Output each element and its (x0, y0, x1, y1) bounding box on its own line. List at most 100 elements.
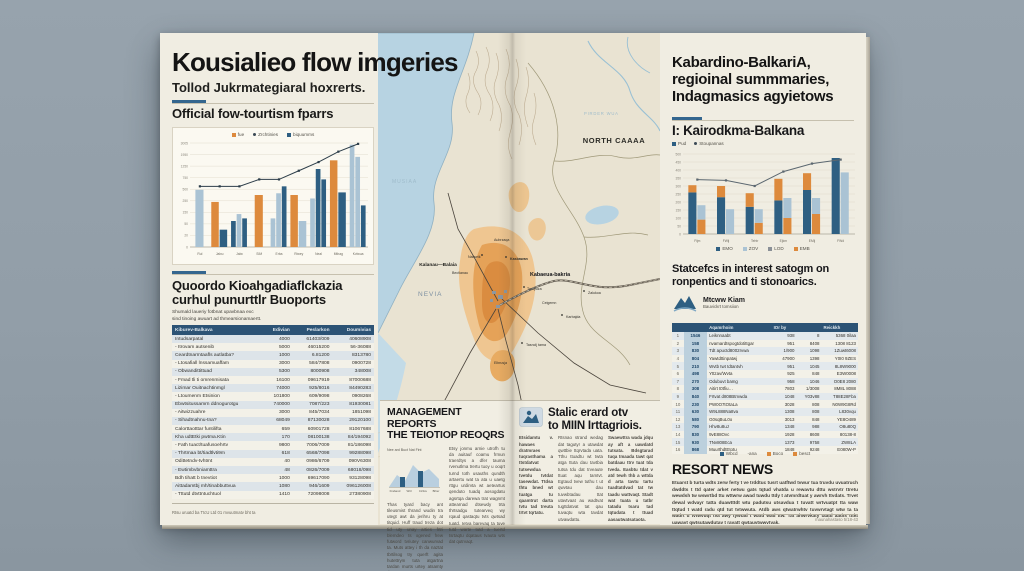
cell: 096126008 (332, 482, 374, 491)
cell: - Fath tuact/tuafusoehrtv (172, 441, 261, 450)
svg-text:Ceigemn: Ceigemn (542, 301, 556, 305)
cell: 11 (672, 407, 684, 416)
cell: 3013 (771, 415, 797, 424)
cell: Bdh tihatt b tnevtiot (172, 474, 261, 483)
cell: 1Zuwt6008 (821, 347, 858, 355)
svg-text:Ejkm: Ejkm (780, 239, 788, 243)
table-header-row: Kiburev-Balkava Edivian Peslarkon Doumiv… (172, 325, 374, 335)
table-row: - Ewtimbvbniamttra 48 0826/7009 68018/098 (172, 466, 374, 475)
cell: 0908268 (332, 392, 374, 401)
svg-text:Riwey: Riwey (294, 252, 303, 256)
mountain-logo-icon (673, 296, 697, 312)
column-header (672, 323, 684, 332)
column-header: Doumivias (332, 325, 374, 335)
cell: 6 (672, 369, 684, 378)
cell: 848 (796, 369, 822, 378)
cell: 8313780 (332, 351, 374, 360)
cell: 6568/7098 (292, 449, 333, 458)
cell: 9248 (796, 445, 822, 454)
grants-icon (519, 407, 543, 427)
cell: Yawtdttinpatwj (707, 354, 772, 363)
mini-chart-labels: Fraband Wrtl Cirtlcu Biher (390, 489, 440, 493)
legend-item: Stoupannas (694, 141, 724, 146)
column-header: Edivian (260, 325, 293, 335)
cell: 230 (683, 400, 708, 408)
table-row: - Ltoumenm Etsinion 101800 609/9098 0908268 (172, 392, 374, 401)
mini-chart: Fraband Wrtl Cirtlcu Biher (389, 464, 440, 493)
summary-table: Aqamrhoim IOr by Reickkh 1 1546 Leiknnaabt… (672, 323, 858, 454)
cell: 868 (683, 445, 708, 454)
table-row: 1 1546 Leiknnaabt 938 8 5368 0ilaa (672, 332, 858, 340)
legend-item: Pud (672, 141, 686, 146)
cell: 15 (672, 438, 684, 446)
svg-text:Karbajda: Karbajda (566, 315, 580, 319)
map-label-area: Kalanau—Balaia (419, 262, 457, 268)
management-heading: MANAGEMENT REPORTS THE TEIOTIOP REOQRS (387, 406, 505, 442)
table-row: 5 210 Wvtb twt tdtantvh 951 1045 8L8W9000 (672, 362, 858, 370)
svg-text:SIM: SIM (256, 252, 262, 256)
svg-text:Rul: Rul (197, 252, 202, 256)
cell: Kha udtEtki pwtma.Ktin (172, 433, 261, 442)
cell: 2 (672, 339, 684, 348)
table-row: 6 498 Yttzav/Wvta 925 848 E3W0008 (672, 369, 858, 378)
grants-body-text: Swaewttra wada jdqu ay aft a uawdatd tut… (608, 435, 653, 522)
page-title: Kousialieo flow imgeries (172, 47, 458, 77)
cell: W9L888Na8va (707, 407, 772, 416)
cell: E080W-P (821, 445, 858, 454)
svg-text:0: 0 (679, 232, 681, 236)
column-header (796, 323, 822, 332)
cell: 13 (672, 423, 684, 431)
border-lines (527, 62, 660, 366)
cell: Y0I0 9ZES (821, 354, 858, 363)
table-row: 8 308 Aitirt t0tfiu… 7803 1/3008 8M8L 8088 (672, 385, 858, 393)
cell: 848 (796, 415, 822, 424)
cell: 93128098 (332, 474, 374, 483)
cell: 498 (683, 369, 708, 378)
svg-text:150: 150 (182, 211, 188, 215)
svg-text:250: 250 (675, 192, 681, 196)
cell: 1046 (796, 377, 822, 386)
cell: 925/8016 (292, 384, 333, 393)
cell: Odittetndv-tvhtmt (172, 457, 261, 466)
terrain-highlight (458, 182, 546, 382)
cell: 1/3008 (796, 385, 822, 393)
mountain-ridges (465, 46, 537, 160)
legend-swatch-orange (231, 132, 236, 137)
cell: 5368 0ilaa (821, 332, 858, 340)
cell: 938 (771, 332, 797, 340)
cell: 8408 (796, 339, 822, 348)
summary-chart-plot: 0 50 100 150 200 250 300 350 400 450 500 Fijm FWij Te… (675, 152, 855, 243)
cell: 68049 (260, 416, 293, 426)
cell: 3028 (771, 400, 797, 408)
table-row: 13 790 Hhv8u8uJ 1348 988 O8u80Q (672, 423, 858, 431)
city-cluster (490, 290, 507, 308)
cell: 72098008 (292, 490, 333, 499)
cell: 74000 (260, 384, 293, 393)
cell: 8M8L 8088 (821, 385, 858, 393)
svg-text:500: 500 (675, 152, 681, 156)
table-row: 12 580 G0sqBuL0o 3013 848 YE8O489 (672, 415, 858, 424)
table-section-heading: Quoordo Kioahgadiaflckazia curhul punurt… (172, 278, 343, 308)
table-row: Odittetndv-tvhtmt 40 0986/6709 090V6308 (172, 457, 374, 466)
cell: 659 (260, 425, 293, 434)
cell: 845/7034 (292, 408, 333, 417)
map-label-capital: Kabaeua-bakria (530, 272, 571, 278)
cell: 1045 (796, 362, 822, 370)
table-row: Ebwtsitussamrn ddnogurotgu 740000 7087/223… (172, 400, 374, 409)
regional-table: Kiburev-Balkava Edivian Peslarkon Doumiv… (172, 325, 374, 499)
cell: 3000 (260, 408, 293, 417)
cell: 158 (683, 339, 708, 348)
cell: N0W9G8Rd (821, 400, 858, 408)
cell: 1308 (771, 407, 797, 416)
svg-text:1250: 1250 (181, 164, 189, 168)
cell: 69617090 (292, 474, 333, 483)
legend-item: fue (231, 132, 244, 137)
cell: Intudsarpatal (172, 335, 261, 344)
cell: - Obwandittittuad (172, 367, 261, 376)
cell: 101800 (260, 392, 293, 401)
cell: PW0O7tOtaLa (707, 400, 772, 408)
svg-text:Fijm: Fijm (694, 239, 700, 243)
svg-text:450: 450 (675, 160, 681, 164)
cell: 84490283 (332, 384, 374, 393)
cell: 946/1609 (292, 482, 333, 491)
